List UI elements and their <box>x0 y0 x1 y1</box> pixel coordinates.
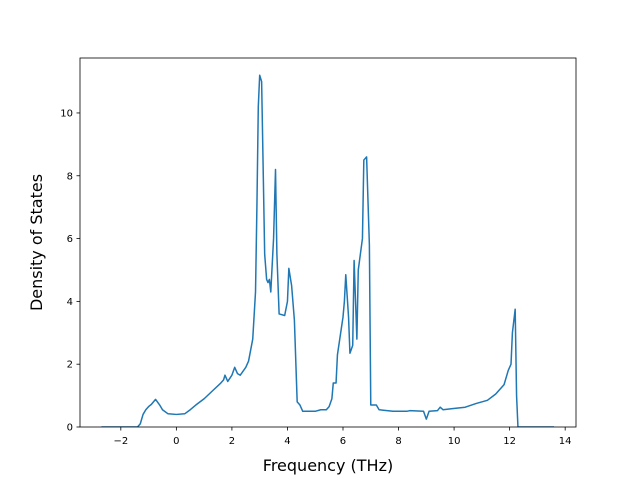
x-tick-label: 10 <box>448 436 461 447</box>
x-tick-label: 12 <box>503 436 516 447</box>
plot-frame <box>79 57 577 428</box>
x-axis-label: Frequency (THz) <box>263 456 393 475</box>
y-tick-label: 4 <box>67 297 73 308</box>
y-axis-label: Density of States <box>27 174 46 311</box>
y-tick-label: 6 <box>67 234 73 245</box>
x-tick-label: 4 <box>284 436 290 447</box>
y-tick-label: 10 <box>60 108 73 119</box>
y-tick-label: 8 <box>67 171 73 182</box>
x-tick-label: 2 <box>229 436 235 447</box>
dos-line <box>101 74 555 427</box>
y-tick-label: 2 <box>67 360 73 371</box>
x-tick-label: 8 <box>395 436 401 447</box>
x-tick-label: 0 <box>173 436 179 447</box>
y-tick-label: 0 <box>67 423 73 434</box>
x-tick-label: −2 <box>113 436 128 447</box>
x-tick-label: 14 <box>559 436 572 447</box>
x-tick-label: 6 <box>340 436 346 447</box>
